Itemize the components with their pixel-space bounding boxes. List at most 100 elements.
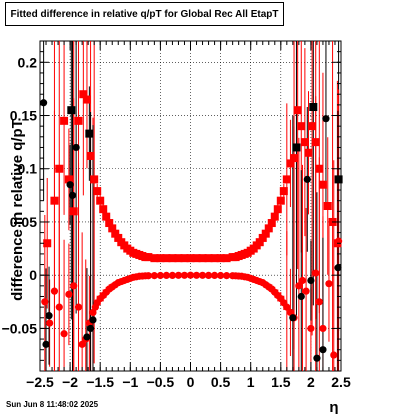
data-point-square: [292, 143, 301, 152]
x-tick-label: −1: [122, 374, 138, 390]
y-tick-label: 0.15: [10, 108, 37, 124]
data-point-circle: [322, 115, 330, 123]
data-point-square: [162, 254, 171, 263]
data-point-circle: [68, 191, 77, 199]
data-point-circle: [217, 271, 225, 280]
axes: −2.5 −2 −1.5 −1 −0.5 0 0.5 1 1.5 2 2.5 −0.05 0 0.05 0.…: [2, 40, 351, 390]
data-point-square: [270, 212, 279, 221]
data-point-square: [264, 224, 273, 233]
data-point-square: [43, 239, 52, 248]
data-point-square: [180, 254, 189, 263]
data-point-circle: [334, 264, 342, 272]
data-point-square: [318, 180, 327, 189]
data-point-circle: [315, 298, 323, 306]
data-point-circle: [174, 271, 183, 279]
data-point-circle: [307, 324, 315, 333]
data-point-circle: [162, 271, 171, 280]
data-point-circle: [302, 287, 310, 295]
y-tick-label: −0.05: [2, 320, 38, 336]
data-point-square: [174, 254, 183, 263]
data-point-circle: [70, 282, 78, 290]
data-point-circle: [72, 143, 80, 152]
data-point-circle: [295, 282, 303, 290]
chart-title-box: Fitted difference in relative q/pT for G…: [5, 2, 284, 26]
x-tick-label: −0.5: [147, 374, 175, 390]
data-point-circle: [198, 271, 207, 279]
x-tick-label: −2: [62, 374, 78, 390]
data-point-square: [60, 116, 69, 125]
data-point-square: [279, 187, 288, 196]
data-point-circle: [66, 181, 74, 189]
data-point-circle: [65, 290, 73, 298]
data-point-square: [108, 224, 117, 233]
y-tick-label: 0.05: [10, 214, 37, 230]
data-point-circle: [192, 271, 201, 279]
data-point-circle: [223, 272, 231, 280]
data-point-square: [315, 164, 324, 173]
chart-title: Fitted difference in relative q/pT for G…: [10, 8, 279, 20]
data-point-square: [96, 196, 105, 205]
x-tick-label: 2: [307, 374, 315, 390]
error-bars: [43, 41, 340, 371]
y-axis-title: difference in relative q/pT: [9, 119, 26, 301]
data-point-square: [90, 175, 99, 184]
data-point-circle: [74, 303, 83, 311]
data-point-square: [300, 138, 309, 147]
data-point-square: [99, 205, 108, 214]
data-point-circle: [60, 330, 68, 338]
y-tick-label: 0.1: [18, 161, 38, 177]
data-point-square: [144, 253, 153, 262]
data-point-square: [290, 154, 299, 163]
data-point-circle: [50, 287, 59, 295]
data-point-circle: [86, 324, 95, 333]
data-point-circle: [180, 271, 189, 279]
data-point-circle: [186, 271, 195, 279]
data-point-square: [308, 122, 317, 131]
data-point-square: [309, 103, 318, 111]
x-tick-label: 2.5: [331, 374, 351, 390]
data-point-circle: [144, 272, 152, 280]
data-point-square: [276, 196, 285, 205]
data-point-square: [156, 254, 165, 263]
data-point-circle: [283, 303, 291, 311]
data-point-square: [79, 90, 88, 99]
data-point-circle: [45, 312, 53, 320]
data-point-circle: [46, 319, 54, 327]
data-point-circle: [42, 340, 50, 348]
timestamp: Sun Jun 8 11:48:02 2025: [6, 400, 99, 409]
data-point-square: [261, 229, 270, 238]
data-point-circle: [83, 333, 91, 341]
data-point-circle: [313, 354, 321, 362]
data-point-square: [67, 106, 76, 115]
data-point-square: [102, 212, 111, 221]
data-point-square: [86, 151, 95, 160]
data-point-square: [282, 175, 291, 184]
x-tick-label: −2.5: [26, 374, 54, 390]
data-point-circle: [289, 314, 297, 322]
data-point-square: [311, 138, 320, 147]
x-tick-label: 1: [247, 374, 255, 390]
data-point-circle: [307, 276, 315, 285]
data-point-square: [69, 207, 78, 216]
y-tick-label: 0: [29, 267, 37, 283]
data-point-circle: [78, 340, 86, 348]
data-point-square: [111, 229, 120, 238]
data-point-circle: [298, 276, 307, 285]
data-point-circle: [319, 324, 327, 333]
data-point-circle: [325, 280, 333, 288]
data-point-circle: [55, 303, 63, 311]
data-point-square: [323, 202, 332, 210]
data-point-square: [64, 175, 73, 184]
x-tick-label: 0: [187, 374, 195, 390]
data-point-square: [293, 106, 302, 115]
data-point-square: [82, 95, 91, 104]
data-point-square: [204, 254, 213, 263]
data-point-square: [168, 254, 177, 263]
data-point-circle: [303, 175, 311, 183]
data-point-square: [222, 254, 231, 263]
data-point-square: [114, 233, 123, 242]
data-point-square: [50, 196, 59, 205]
data-point-circle: [150, 272, 158, 280]
x-axis-title: η: [329, 399, 338, 414]
